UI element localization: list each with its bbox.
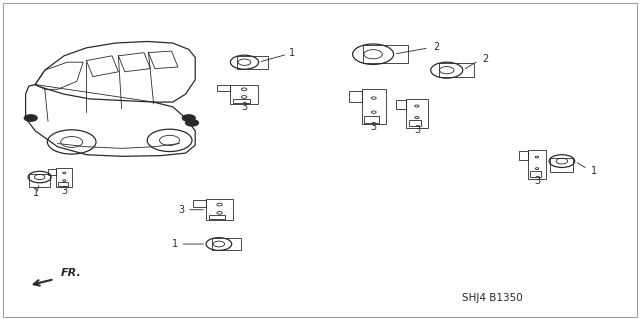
Bar <box>519 152 528 160</box>
Bar <box>29 174 50 187</box>
Bar <box>237 56 268 69</box>
Text: SHJ4 B1350: SHJ4 B1350 <box>463 293 523 303</box>
Circle shape <box>186 120 198 126</box>
Bar <box>528 150 546 179</box>
Bar <box>58 182 68 186</box>
Bar <box>439 63 474 78</box>
Text: 2: 2 <box>482 54 488 64</box>
Bar <box>408 121 421 126</box>
Bar <box>233 99 250 103</box>
Text: 3: 3 <box>534 176 540 186</box>
Text: 3: 3 <box>241 102 247 112</box>
Text: 3: 3 <box>61 186 67 196</box>
Bar <box>206 199 233 220</box>
Bar <box>212 238 241 250</box>
Bar <box>363 45 408 63</box>
Bar <box>362 89 386 124</box>
Bar <box>193 200 206 207</box>
Bar <box>396 100 406 109</box>
Bar <box>530 172 541 177</box>
Bar <box>209 215 225 219</box>
Bar <box>364 116 379 123</box>
Text: FR.: FR. <box>61 269 81 278</box>
Bar <box>550 158 573 172</box>
Bar <box>49 169 56 175</box>
Text: 1: 1 <box>33 188 40 198</box>
Text: 2: 2 <box>433 42 440 52</box>
Bar <box>56 168 72 187</box>
Text: 3: 3 <box>371 122 377 132</box>
Bar <box>349 91 362 101</box>
Text: 1: 1 <box>172 239 179 249</box>
Circle shape <box>24 115 37 121</box>
Bar <box>216 85 230 91</box>
Bar <box>406 99 428 128</box>
Circle shape <box>182 115 195 121</box>
Bar <box>230 85 258 104</box>
Text: 3: 3 <box>414 125 420 135</box>
Text: 1: 1 <box>289 48 296 58</box>
Text: 3: 3 <box>179 205 185 215</box>
Text: 1: 1 <box>591 166 597 176</box>
